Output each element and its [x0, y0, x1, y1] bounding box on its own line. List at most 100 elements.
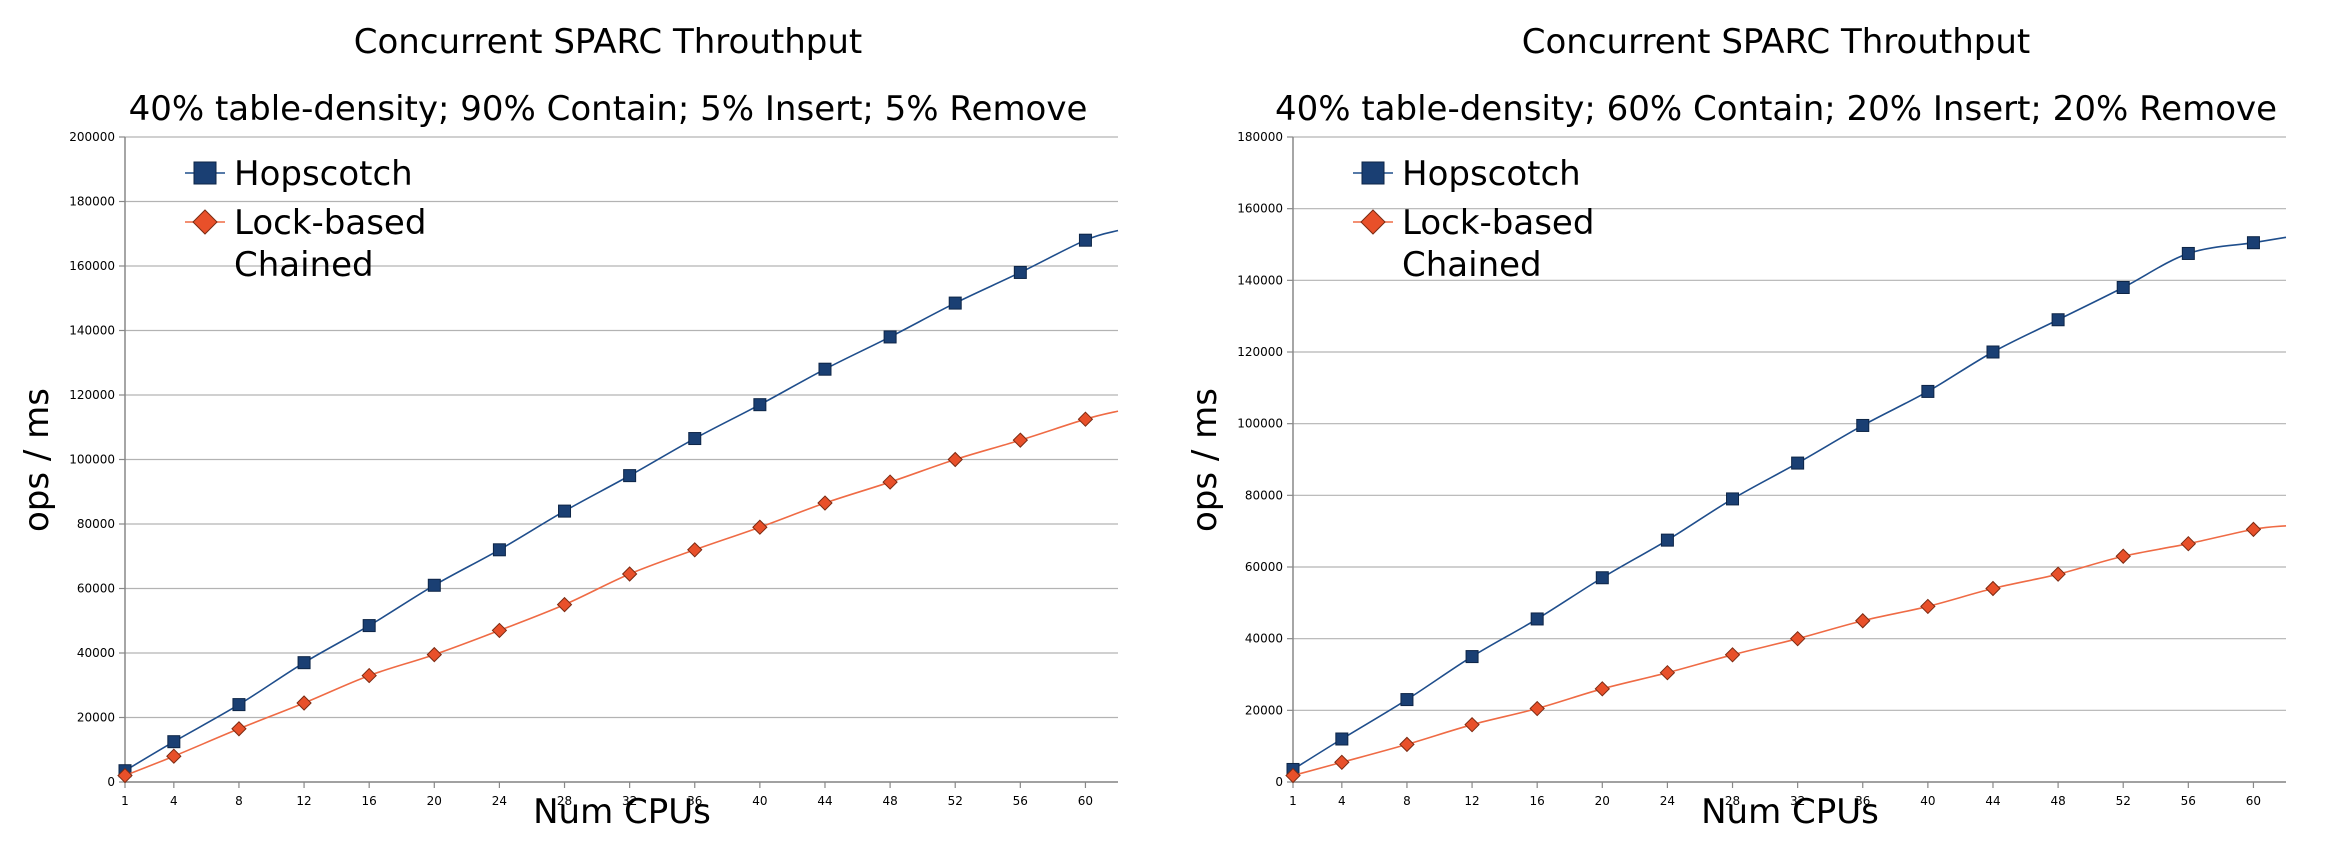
data-point-lock-based — [117, 767, 133, 784]
y-axis-label: ops / ms — [1185, 388, 1225, 532]
x-tick-label: 4 — [170, 794, 178, 808]
x-tick-label: 36 — [1855, 794, 1870, 808]
y-tick-label: 100000 — [69, 453, 115, 467]
x-tick-label: 12 — [296, 794, 311, 808]
y-tick-label: 140000 — [1237, 273, 1283, 287]
data-point-lock-based — [1594, 681, 1611, 697]
x-tick-label: 56 — [1013, 794, 1028, 808]
data-point-hopscotch — [818, 362, 832, 376]
data-point-lock-based — [687, 542, 703, 558]
y-tick-label: 20000 — [1245, 703, 1283, 717]
data-point-lock-based — [556, 596, 573, 613]
x-axis-label: Num CPUs — [533, 792, 711, 832]
x-tick-label: 12 — [1464, 794, 1479, 808]
y-tick-label: 40000 — [77, 646, 115, 660]
x-tick-label: 40 — [1920, 794, 1935, 808]
data-point-lock-based — [1464, 716, 1480, 733]
x-tick-label: 48 — [882, 794, 897, 808]
data-point-hopscotch — [1013, 265, 1027, 279]
y-tick-label: 140000 — [69, 324, 115, 338]
x-tick-label: 48 — [2050, 794, 2065, 808]
y-tick-label: 60000 — [77, 582, 115, 596]
x-tick-label: 24 — [492, 794, 507, 808]
y-tick-label: 120000 — [1237, 345, 1283, 359]
x-tick-label: 28 — [1725, 794, 1740, 808]
data-point-hopscotch — [1726, 492, 1740, 506]
legend-label: Hopscotch — [234, 154, 413, 194]
chart-title: Concurrent SPARC Throuthput — [354, 22, 862, 62]
data-point-hopscotch — [362, 619, 376, 633]
data-point-lock-based — [1724, 647, 1741, 663]
x-tick-label: 60 — [2246, 794, 2261, 808]
y-tick-label: 180000 — [1237, 130, 1283, 144]
data-point-hopscotch — [1465, 650, 1479, 664]
x-tick-label: 52 — [2116, 794, 2131, 808]
y-tick-label: 20000 — [77, 711, 115, 725]
y-tick-label: 0 — [107, 775, 115, 789]
series-line-hopscotch — [124, 229, 1119, 772]
y-tick-label: 180000 — [69, 195, 115, 209]
legend-diamond-icon — [1360, 209, 1386, 235]
data-point-lock-based — [817, 495, 833, 511]
data-point-hopscotch — [1595, 571, 1609, 585]
data-point-hopscotch — [1791, 456, 1805, 470]
x-tick-label: 8 — [1403, 794, 1411, 808]
legend-square-icon — [1361, 161, 1385, 185]
data-point-lock-based — [1789, 630, 1806, 647]
legend-label: Hopscotch — [1402, 154, 1581, 194]
data-point-hopscotch — [688, 432, 702, 446]
y-tick-label: 100000 — [1237, 417, 1283, 431]
data-point-lock-based — [1529, 700, 1545, 717]
y-tick-label: 160000 — [1237, 202, 1283, 216]
data-point-hopscotch — [297, 656, 311, 670]
x-tick-label: 8 — [235, 794, 243, 808]
x-tick-label: 32 — [622, 794, 637, 808]
data-point-lock-based — [1012, 432, 1029, 448]
data-point-hopscotch — [2051, 313, 2065, 327]
y-axis-label: ops / ms — [17, 388, 57, 532]
data-point-hopscotch — [1856, 418, 1870, 432]
x-tick-label: 20 — [427, 794, 442, 808]
x-tick-label: 36 — [687, 794, 702, 808]
y-tick-label: 120000 — [69, 388, 115, 402]
data-point-hopscotch — [558, 504, 572, 518]
chart-subtitle: 40% table-density; 90% Contain; 5% Inser… — [129, 89, 1088, 129]
y-tick-label: 80000 — [77, 517, 115, 531]
legend-label: Lock-based Chained — [1402, 203, 1594, 285]
x-tick-label: 44 — [817, 794, 832, 808]
data-point-lock-based — [2245, 521, 2262, 538]
x-tick-label: 44 — [1985, 794, 2000, 808]
data-point-hopscotch — [1660, 533, 1674, 547]
y-tick-label: 80000 — [1245, 488, 1283, 502]
data-point-lock-based — [2180, 536, 2197, 552]
x-tick-label: 16 — [362, 794, 377, 808]
chart-title: Concurrent SPARC Throuthput — [1522, 22, 2030, 62]
x-tick-label: 24 — [1660, 794, 1675, 808]
data-point-lock-based — [491, 622, 508, 639]
y-tick-label: 40000 — [1245, 632, 1283, 646]
legend-diamond-icon — [192, 209, 218, 235]
data-point-lock-based — [166, 748, 182, 764]
data-point-lock-based — [2050, 566, 2066, 582]
data-point-lock-based — [231, 721, 247, 737]
data-point-lock-based — [1920, 598, 1936, 615]
data-point-hopscotch — [1530, 612, 1544, 626]
data-point-hopscotch — [2181, 246, 2195, 260]
y-tick-label: 160000 — [69, 259, 115, 273]
data-point-lock-based — [1855, 613, 1871, 629]
data-point-lock-based — [947, 451, 963, 468]
x-tick-label: 60 — [1078, 794, 1093, 808]
data-point-hopscotch — [1335, 732, 1349, 746]
y-tick-label: 60000 — [1245, 560, 1283, 574]
x-tick-label: 40 — [752, 794, 767, 808]
y-tick-label: 0 — [1275, 775, 1283, 789]
series-line-lock-based-chained — [124, 410, 1119, 777]
data-point-hopscotch — [623, 469, 637, 483]
x-tick-label: 16 — [1530, 794, 1545, 808]
x-axis-label: Num CPUs — [1701, 792, 1879, 832]
chart-subtitle: 40% table-density; 60% Contain; 20% Inse… — [1275, 89, 2277, 129]
legend-square-icon — [193, 161, 217, 185]
series-line-lock-based-chained — [1292, 524, 2287, 777]
y-tick-label: 200000 — [69, 130, 115, 144]
